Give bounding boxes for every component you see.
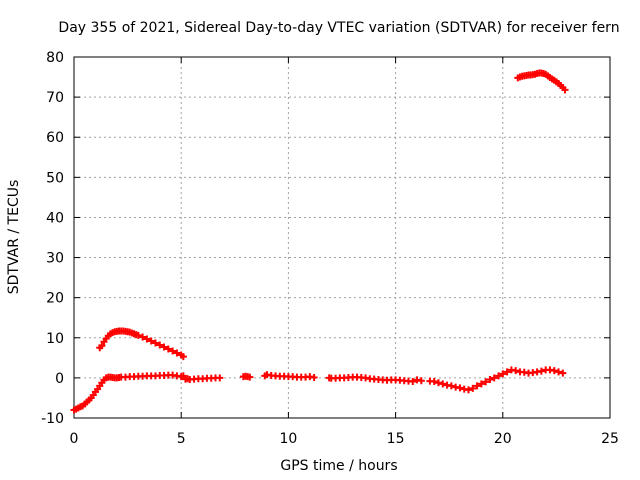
- y-tick-label: 50: [46, 170, 64, 186]
- data-point: [409, 377, 417, 385]
- data-point: [246, 373, 254, 381]
- data-point: [417, 377, 425, 385]
- data-point: [430, 377, 438, 385]
- data-point: [473, 382, 481, 390]
- data-point: [98, 342, 106, 350]
- y-tick-label: 0: [55, 371, 64, 387]
- y-tick-label: 30: [46, 251, 64, 267]
- y-tick-label: 60: [46, 130, 64, 146]
- data-point: [477, 380, 485, 388]
- data-point: [151, 339, 159, 347]
- data-point: [561, 86, 569, 94]
- data-point: [434, 379, 442, 387]
- data-point: [490, 374, 498, 382]
- data-point: [550, 367, 558, 375]
- data-point: [447, 382, 455, 390]
- x-tick-label: 25: [601, 431, 619, 447]
- y-axis-label: SDTVAR / TECUs: [6, 180, 22, 295]
- y-tick-label: 80: [46, 50, 64, 66]
- data-point: [555, 368, 563, 376]
- data-point: [160, 343, 168, 351]
- y-tick-label: 40: [46, 210, 64, 226]
- data-point: [503, 368, 511, 376]
- x-tick-label: 10: [279, 431, 297, 447]
- y-tick-label: 70: [46, 90, 64, 106]
- y-tick-label: 10: [46, 331, 64, 347]
- data-point: [147, 337, 155, 345]
- y-tick-label: -10: [41, 411, 64, 427]
- x-tick-label: 20: [494, 431, 512, 447]
- data-point: [310, 373, 318, 381]
- x-tick-label: 5: [177, 431, 186, 447]
- data-point: [179, 353, 187, 361]
- data-point: [173, 349, 181, 357]
- data-point: [537, 367, 545, 375]
- data-point: [559, 369, 567, 377]
- x-tick-label: 0: [70, 431, 79, 447]
- plot-frame: [73, 56, 611, 419]
- data-point: [464, 386, 472, 394]
- data-point: [139, 333, 147, 341]
- y-tick-label: 20: [46, 291, 64, 307]
- data-point: [512, 367, 520, 375]
- chart-title: Day 355 of 2021, Sidereal Day-to-day VTE…: [58, 20, 619, 36]
- data-point: [499, 370, 507, 378]
- x-axis-label: GPS time / hours: [280, 458, 397, 474]
- data-point: [164, 345, 172, 353]
- data-point: [156, 341, 164, 349]
- data-point: [482, 378, 490, 386]
- data-point: [456, 384, 464, 392]
- data-point: [469, 384, 477, 392]
- axis-ticks: 0 5 10 15 20 25 -10 0 10 20 30 40 50 60 70 80: [41, 50, 619, 447]
- data-point: [486, 375, 494, 383]
- data-point: [143, 335, 151, 343]
- x-tick-label: 15: [387, 431, 405, 447]
- data-point: [495, 372, 503, 380]
- data-point: [439, 380, 447, 388]
- data-point: [134, 331, 142, 339]
- data-point: [169, 347, 177, 355]
- data-point: [216, 374, 224, 382]
- data-marks: [70, 69, 569, 414]
- grid-lines: [74, 57, 610, 418]
